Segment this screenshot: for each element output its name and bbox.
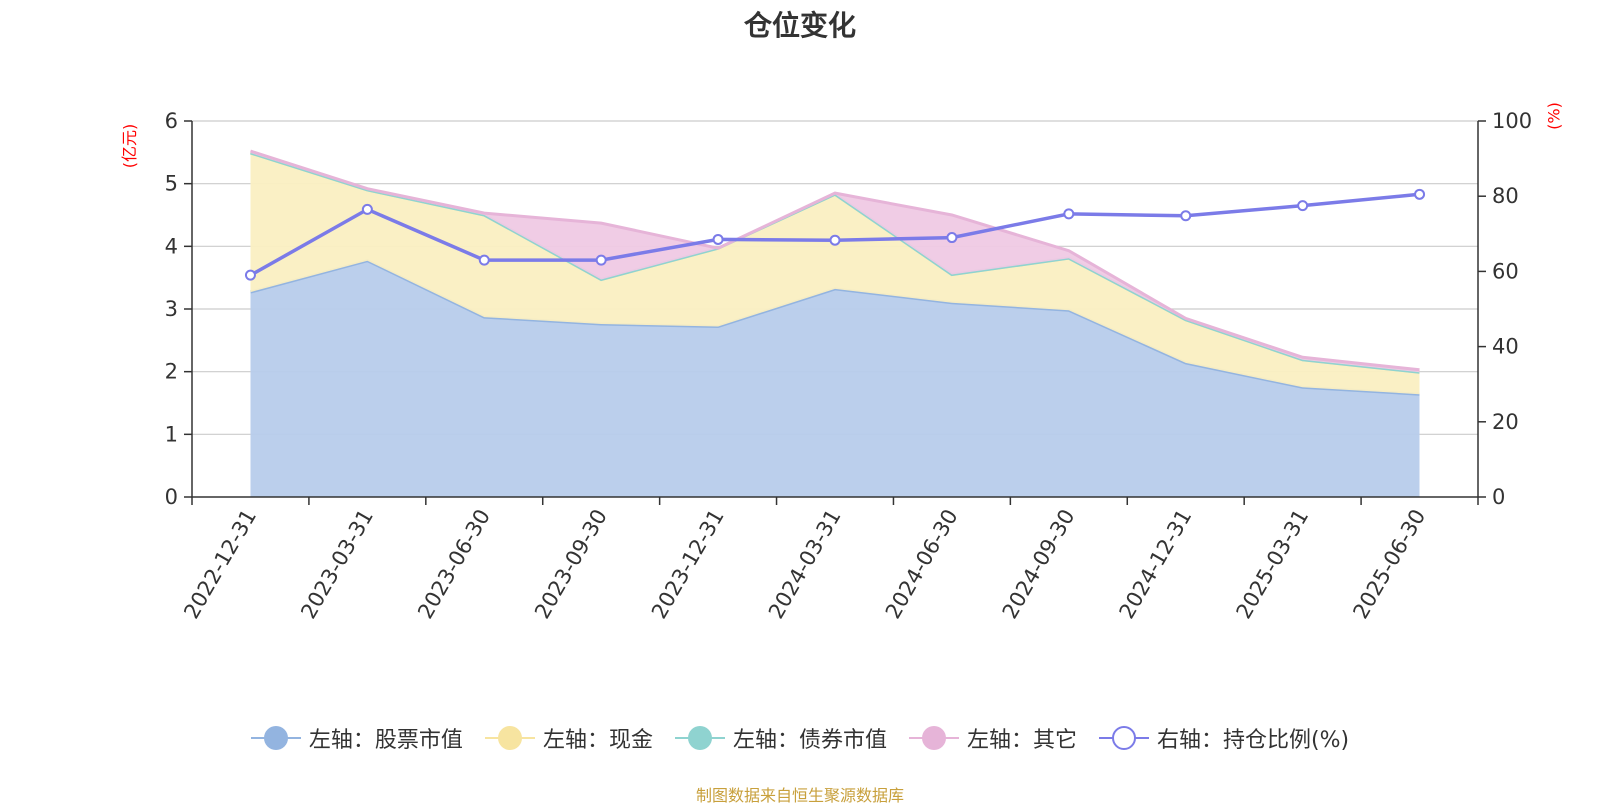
chart-title: 仓位变化 bbox=[743, 9, 856, 42]
area-line-左轴：其它 bbox=[250, 149, 1420, 372]
ratio-point bbox=[595, 254, 607, 266]
ratio-point bbox=[1297, 200, 1309, 212]
data-source-note: 制图数据来自恒生聚源数据库 bbox=[695, 786, 904, 805]
legend-label-ratio: 右轴：持仓比例(%) bbox=[1156, 728, 1350, 753]
legend-symbol-ratio bbox=[1098, 723, 1149, 753]
left-axis-tick-label: 5 bbox=[165, 172, 178, 196]
legend-symbol-other bbox=[908, 723, 959, 753]
right-axis-tick-label: 0 bbox=[1492, 485, 1505, 509]
left-axis-tick-label: 2 bbox=[165, 360, 178, 384]
legend-symbol-cash bbox=[484, 723, 535, 753]
left-axis-tick-label: 6 bbox=[165, 109, 178, 133]
ratio-point bbox=[712, 233, 724, 245]
ratio-point bbox=[244, 269, 256, 281]
legend-symbol-bond bbox=[674, 723, 725, 753]
area-左轴：股票市值 bbox=[250, 260, 1420, 497]
ratio-point bbox=[1414, 188, 1426, 200]
left-axis-tick-label: 1 bbox=[165, 422, 178, 446]
x-axis-label: 2024-12-31 bbox=[1115, 505, 1197, 623]
x-axis-label: 2023-09-30 bbox=[530, 505, 612, 623]
right-axis-tick-label: 20 bbox=[1492, 410, 1519, 434]
ratio-point bbox=[829, 234, 841, 246]
ratio-point bbox=[361, 203, 373, 215]
right-axis-tick-label: 80 bbox=[1492, 184, 1519, 208]
legend-item-bond[interactable]: 左轴：债券市值 bbox=[674, 722, 887, 754]
left-axis-tick-label: 0 bbox=[165, 485, 178, 509]
chart-legend: 左轴：股票市值 左轴：现金 左轴：债券市值 左轴：其它 右轴：持仓比例(%) bbox=[0, 722, 1600, 754]
legend-label-cash: 左轴：现金 bbox=[542, 728, 653, 753]
area-左轴：现金 bbox=[250, 153, 1420, 395]
legend-item-cash[interactable]: 左轴：现金 bbox=[484, 722, 653, 754]
ratio-point bbox=[1063, 208, 1075, 220]
legend-label-other: 左轴：其它 bbox=[966, 728, 1077, 753]
legend-label-bond: 左轴：债券市值 bbox=[732, 728, 887, 753]
left-axis-tick-label: 3 bbox=[165, 297, 178, 321]
x-axis-label: 2024-03-31 bbox=[764, 505, 846, 623]
legend-label-stock: 左轴：股票市值 bbox=[308, 728, 463, 753]
ratio-point bbox=[478, 254, 490, 266]
ratio-point bbox=[1180, 210, 1192, 222]
x-axis-label: 2025-06-30 bbox=[1348, 505, 1430, 623]
ratio-point bbox=[946, 232, 958, 244]
legend-item-ratio[interactable]: 右轴：持仓比例(%) bbox=[1098, 722, 1350, 754]
x-axis-label: 2025-03-31 bbox=[1232, 505, 1314, 623]
right-axis-tick-label: 100 bbox=[1492, 109, 1532, 133]
legend-item-other[interactable]: 左轴：其它 bbox=[908, 722, 1077, 754]
right-axis-tick-label: 40 bbox=[1492, 335, 1519, 359]
x-axis-label: 2024-06-30 bbox=[881, 505, 963, 623]
x-axis-label: 2023-12-31 bbox=[647, 505, 729, 623]
left-axis-tick-label: 4 bbox=[165, 234, 178, 258]
right-axis-tick-label: 60 bbox=[1492, 259, 1519, 283]
x-axis-label: 2023-06-30 bbox=[413, 505, 495, 623]
x-axis-label: 2024-09-30 bbox=[998, 505, 1080, 623]
legend-item-stock[interactable]: 左轴：股票市值 bbox=[250, 722, 463, 754]
legend-symbol-stock bbox=[250, 723, 301, 753]
x-axis-label: 2022-12-31 bbox=[179, 505, 261, 623]
x-axis-label: 2023-03-31 bbox=[296, 505, 378, 623]
